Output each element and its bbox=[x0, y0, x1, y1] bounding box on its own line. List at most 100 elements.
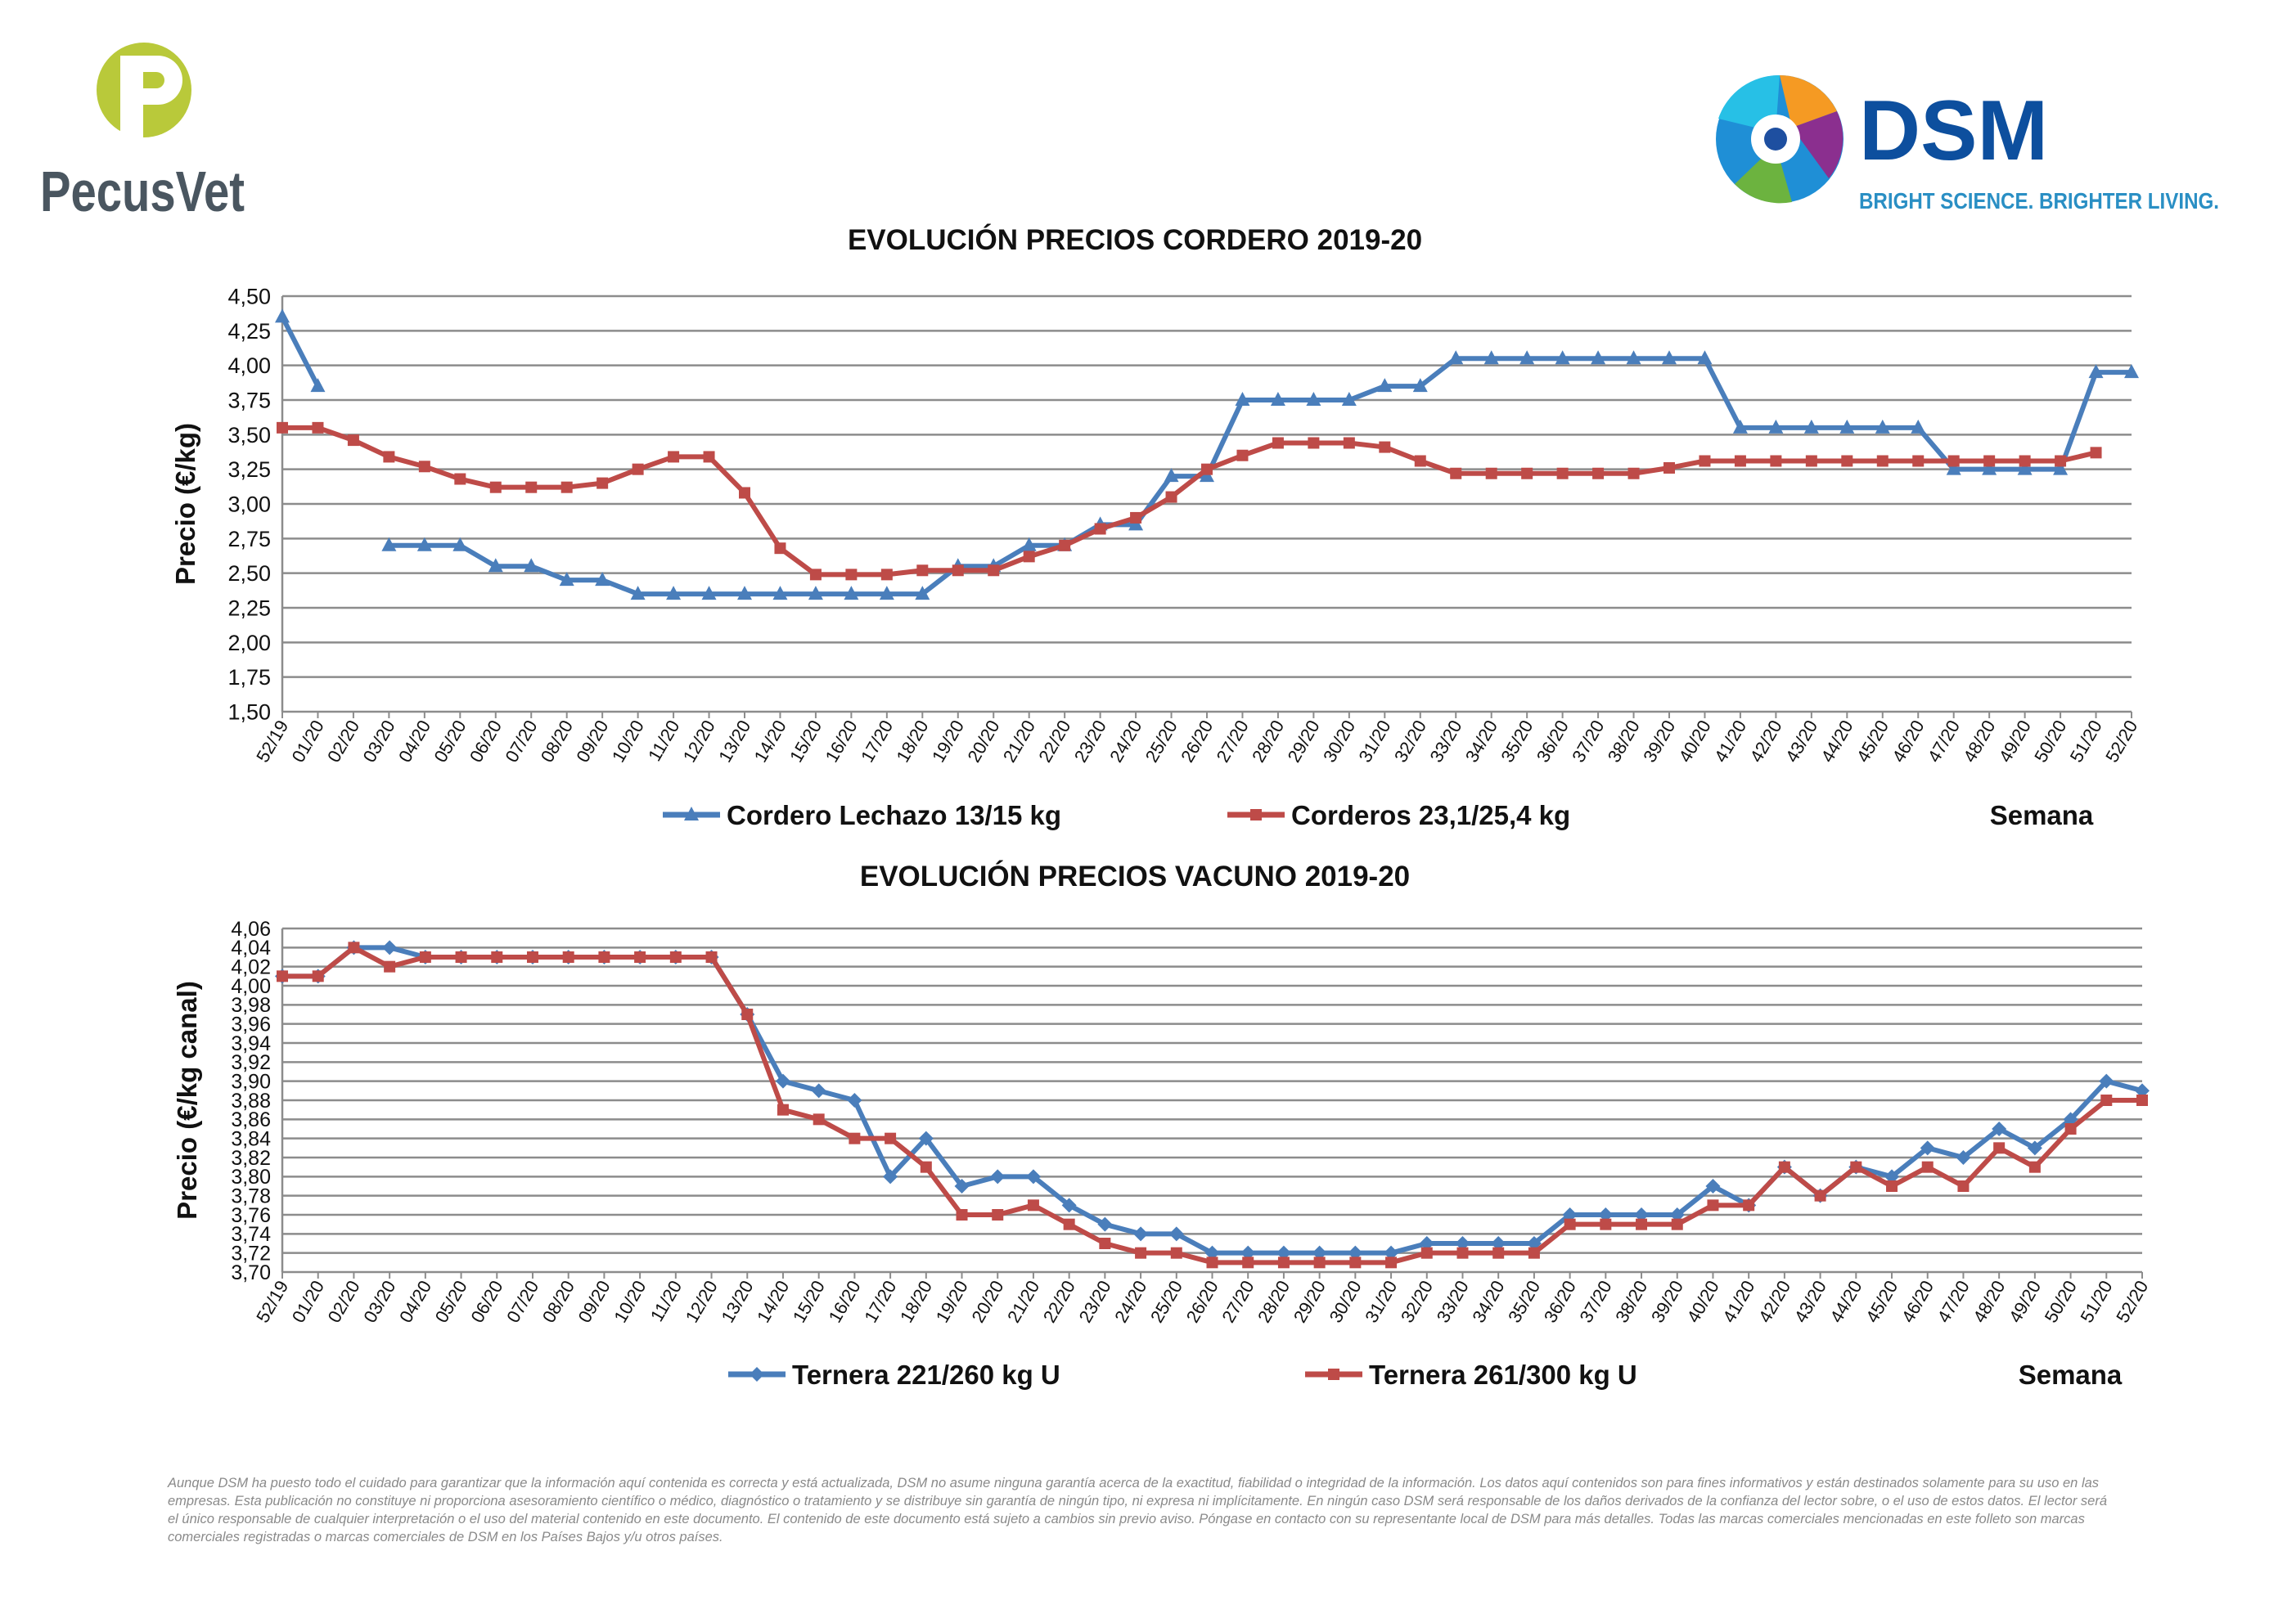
data-point bbox=[1770, 455, 1782, 467]
x-tick-label: 17/20 bbox=[857, 717, 897, 766]
data-point bbox=[1743, 1199, 1755, 1212]
data-point bbox=[1242, 1257, 1254, 1269]
data-point bbox=[418, 461, 430, 473]
data-point bbox=[1377, 378, 1393, 393]
series-2 bbox=[277, 421, 2102, 581]
data-point bbox=[1521, 467, 1533, 479]
x-tick-label: 32/20 bbox=[1397, 1277, 1437, 1326]
data-point bbox=[1707, 1199, 1719, 1212]
legend-label: Ternera 221/260 kg U bbox=[792, 1360, 1060, 1390]
legend-label: Cordero Lechazo 13/15 kg bbox=[727, 800, 1061, 830]
data-point bbox=[1591, 350, 1606, 365]
data-point bbox=[1384, 1245, 1399, 1261]
x-tick-label: 52/20 bbox=[2101, 717, 2141, 766]
x-tick-label: 23/20 bbox=[1075, 1277, 1115, 1326]
data-point bbox=[1884, 1169, 1900, 1185]
x-tick-label: 43/20 bbox=[1790, 1277, 1830, 1326]
data-point bbox=[1455, 1236, 1470, 1251]
y-tick-label: 3,90 bbox=[231, 1070, 271, 1093]
x-tick-label: 18/20 bbox=[896, 1277, 936, 1326]
pecusvet-logo-text: PecusVet bbox=[40, 160, 245, 223]
data-point bbox=[1875, 419, 1890, 434]
data-point bbox=[666, 586, 682, 600]
data-point bbox=[597, 477, 609, 489]
data-point bbox=[1519, 350, 1535, 365]
series-line bbox=[282, 425, 2097, 578]
data-point bbox=[777, 1104, 789, 1116]
data-point bbox=[1277, 1257, 1290, 1269]
data-point bbox=[348, 942, 360, 954]
data-point bbox=[2124, 364, 2139, 379]
data-point bbox=[847, 1093, 862, 1108]
data-point bbox=[598, 951, 610, 963]
x-tick-label: 45/20 bbox=[1853, 717, 1893, 766]
data-point bbox=[525, 481, 538, 493]
x-tick-label: 04/20 bbox=[394, 717, 434, 766]
x-tick-label: 13/20 bbox=[714, 717, 754, 766]
x-tick-label: 03/20 bbox=[359, 717, 399, 766]
data-point bbox=[1168, 1226, 1184, 1242]
x-tick-label: 05/20 bbox=[430, 717, 470, 766]
data-point bbox=[1555, 350, 1570, 365]
data-point bbox=[1947, 455, 1960, 467]
dsm-logo-text: DSM bbox=[1859, 83, 2048, 178]
x-tick-label: 47/20 bbox=[1924, 717, 1964, 766]
data-point bbox=[1063, 1218, 1075, 1230]
data-point bbox=[1312, 1245, 1327, 1261]
data-point bbox=[277, 970, 288, 982]
data-point bbox=[2019, 455, 2031, 467]
data-point bbox=[1349, 1257, 1362, 1269]
data-point bbox=[1419, 1236, 1434, 1251]
x-tick-label: 05/20 bbox=[431, 1277, 471, 1326]
data-point bbox=[1705, 1179, 1721, 1194]
data-point bbox=[1099, 1238, 1111, 1249]
x-tick-label: 22/20 bbox=[1039, 1277, 1079, 1326]
data-point bbox=[1276, 1245, 1291, 1261]
data-point bbox=[1306, 392, 1321, 406]
x-tick-label: 21/20 bbox=[1003, 1277, 1043, 1326]
data-point bbox=[2028, 1161, 2041, 1173]
x-tick-label: 02/20 bbox=[323, 717, 363, 766]
y-tick-label: 2,50 bbox=[227, 561, 271, 586]
x-tick-label: 21/20 bbox=[999, 717, 1039, 766]
data-point bbox=[1983, 455, 1996, 467]
y-tick-label: 2,00 bbox=[227, 631, 271, 655]
data-point bbox=[775, 1073, 790, 1089]
data-point bbox=[1697, 350, 1713, 365]
data-point bbox=[312, 970, 324, 982]
x-tick-label: 37/20 bbox=[1568, 717, 1608, 766]
x-tick-label: 36/20 bbox=[1540, 1277, 1580, 1326]
data-point bbox=[1385, 1257, 1398, 1269]
dsm-logo-swirl bbox=[1716, 74, 1844, 204]
data-point bbox=[1130, 511, 1142, 524]
data-point bbox=[808, 586, 823, 600]
data-point bbox=[2053, 461, 2069, 475]
data-point bbox=[2055, 455, 2067, 467]
y-tick-label: 3,00 bbox=[227, 492, 271, 516]
data-point bbox=[849, 1132, 861, 1144]
y-tick-label: 1,50 bbox=[227, 699, 271, 724]
data-point bbox=[1492, 1247, 1505, 1259]
x-tick-label: 31/20 bbox=[1361, 1277, 1401, 1326]
x-tick-label: 49/20 bbox=[1995, 717, 2035, 766]
data-point bbox=[2063, 1112, 2078, 1127]
data-point bbox=[1204, 1245, 1220, 1261]
data-point bbox=[1170, 1247, 1182, 1259]
data-point bbox=[774, 542, 786, 555]
data-point bbox=[381, 537, 397, 551]
x-tick-label: 37/20 bbox=[1575, 1277, 1615, 1326]
y-tick-label: 2,75 bbox=[227, 527, 271, 551]
x-tick-label: 30/20 bbox=[1319, 717, 1359, 766]
data-point bbox=[737, 586, 752, 600]
x-tick-label: 25/20 bbox=[1141, 717, 1182, 766]
data-point bbox=[809, 569, 822, 581]
x-tick-label: 34/20 bbox=[1468, 1277, 1508, 1326]
x-tick-label: 11/20 bbox=[644, 717, 683, 765]
x-tick-label: 28/20 bbox=[1254, 1277, 1294, 1326]
data-point bbox=[1061, 1198, 1077, 1213]
data-point bbox=[2100, 1095, 2113, 1106]
x-tick-label: 50/20 bbox=[2041, 1277, 2081, 1326]
data-point bbox=[701, 586, 717, 600]
data-point bbox=[1803, 419, 1819, 434]
data-point bbox=[488, 558, 503, 573]
